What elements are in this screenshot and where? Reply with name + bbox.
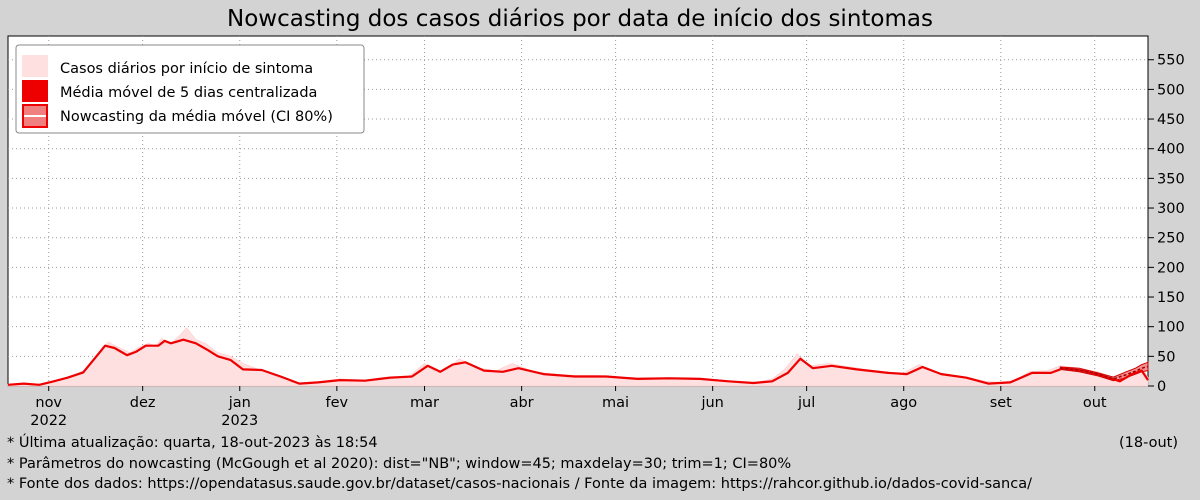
x-tick-label: ago	[890, 395, 917, 411]
chart-title: Nowcasting dos casos diários por data de…	[227, 6, 933, 32]
series-nowcast-band	[1059, 361, 1149, 382]
y-tick-label: 400	[1157, 142, 1185, 158]
x-tick-label: abr	[510, 395, 534, 411]
x-tick-label: set	[990, 395, 1012, 411]
x-tick-label: mar	[410, 395, 439, 411]
x-tick-year-label: 2022	[30, 413, 67, 429]
footer-source: * Fonte dos dados: https://opendatasus.s…	[7, 476, 1032, 492]
x-tick-label: dez	[130, 395, 156, 411]
x-axis: nov 2022 dez jan 2023 fev mar abr mai jun jul ago se…	[30, 386, 1107, 429]
y-axis: 0 50 100 150 200 250 300 350 400 450 500 550	[1148, 53, 1185, 395]
y-tick-label: 50	[1157, 349, 1175, 365]
y-tick-label: 350	[1157, 171, 1185, 187]
x-tick-label: jun	[700, 395, 723, 411]
series-layer	[7, 327, 1149, 387]
legend-label-daily: Casos diários por início de sintoma	[60, 61, 313, 77]
x-tick-label: nov	[35, 395, 62, 411]
x-tick-label: mai	[602, 395, 629, 411]
footer-updated-short: (18-out)	[1118, 435, 1178, 451]
legend-box	[15, 44, 365, 134]
legend-swatch-daily	[22, 55, 48, 77]
series-moving-average-line	[7, 338, 1149, 386]
x-tick-label: jan	[228, 395, 251, 411]
legend-swatch-moving-avg	[22, 80, 48, 102]
footer-updated: * Última atualização: quarta, 18-out-202…	[7, 435, 378, 451]
y-tick-label: 100	[1157, 320, 1185, 336]
y-tick-label: 550	[1157, 53, 1185, 69]
chart-svg: 0 50 100 150 200 250 300 350 400 450 500 550 nov 202…	[7, 35, 1185, 429]
legend-label-moving-avg: Média móvel de 5 dias centralizada	[60, 85, 317, 101]
y-tick-label: 250	[1157, 231, 1185, 247]
series-nowcast-center-line	[1060, 365, 1149, 380]
y-tick-label: 500	[1157, 82, 1185, 98]
x-tick-year-label: 2023	[221, 413, 258, 429]
x-tick-label: jul	[797, 395, 815, 411]
y-tick-label: 300	[1157, 201, 1185, 217]
x-tick-label: out	[1083, 395, 1107, 411]
y-tick-label: 450	[1157, 112, 1185, 128]
legend: Casos diários por início de sintoma Médi…	[15, 44, 365, 134]
x-tick-label: fev	[326, 395, 349, 411]
footer-params: * Parâmetros do nowcasting (McGough et a…	[7, 456, 792, 472]
legend-label-nowcast: Nowcasting da média móvel (CI 80%)	[60, 109, 333, 125]
y-tick-label: 150	[1157, 290, 1185, 306]
y-tick-label: 200	[1157, 260, 1185, 276]
y-tick-label: 0	[1157, 379, 1166, 395]
